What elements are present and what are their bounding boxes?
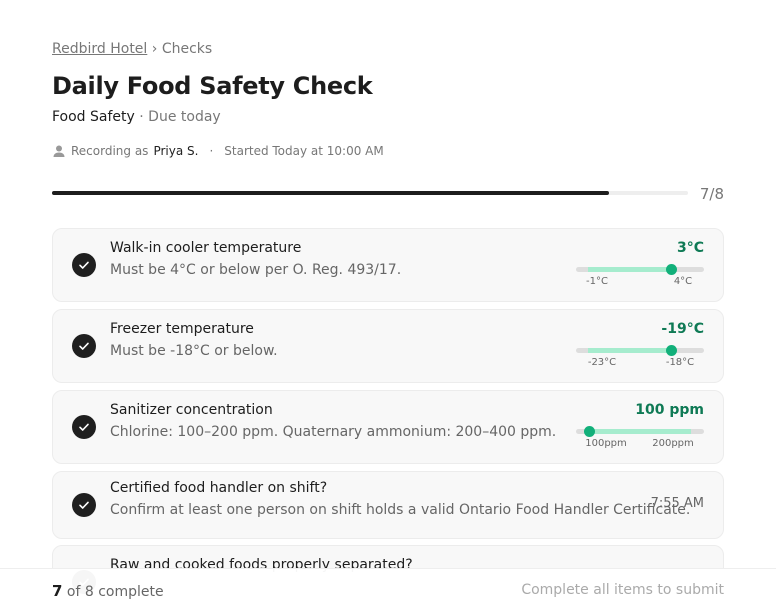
range-track [576, 426, 704, 437]
reading: 3°C [676, 240, 704, 256]
subtitle: Food Safety · Due today [52, 109, 221, 125]
range-min: -23°C [587, 357, 617, 368]
reading-marker [666, 264, 677, 275]
reading-marker [666, 345, 677, 356]
check-icon [72, 334, 96, 358]
checkmark [79, 423, 89, 431]
started: Started Today at 10:00 AM [224, 144, 384, 158]
check-icon [72, 253, 96, 277]
checkmark [79, 261, 89, 269]
footer: 7 of 8 complete Complete all items to su… [0, 568, 776, 612]
due: · Due today [139, 109, 221, 125]
checkmark [79, 342, 89, 350]
reading: 100 ppm [635, 402, 704, 418]
page-title: Daily Food Safety Check [52, 72, 373, 100]
person-icon [53, 145, 65, 157]
range-min: 100ppm [585, 438, 627, 449]
recording-prefix: Recording as [71, 144, 149, 158]
progress-track [52, 191, 688, 195]
item-description: Chlorine: 100–200 ppm. Quaternary ammoni… [110, 424, 557, 440]
acceptable-range [588, 267, 671, 272]
item-title: Walk-in cooler temperature [110, 240, 302, 256]
range-track [576, 345, 704, 356]
recorded-time: 7:55 AM [650, 496, 704, 511]
meta: Recording as Priya S. · Started Today at… [52, 144, 384, 158]
item-description: Must be 4°C or below per O. Reg. 493/17. [110, 262, 402, 278]
range-max: 4°C [673, 276, 693, 287]
recorder: Priya S. [153, 144, 199, 158]
count-text: of 8 complete [66, 584, 164, 600]
item-description: Confirm at least one person on shift hol… [110, 502, 691, 518]
acceptable-range [589, 429, 691, 434]
range-track [576, 264, 704, 275]
reading-marker [584, 426, 595, 437]
check-item[interactable]: Sanitizer concentration Chlorine: 100–200… [52, 390, 724, 464]
item-title: Sanitizer concentration [110, 402, 273, 418]
progress-bar [52, 191, 609, 195]
check-item[interactable]: Certified food handler on shift? Confirm … [52, 471, 724, 539]
category: Food Safety [52, 109, 135, 125]
submit-hint: Complete all items to submit [521, 582, 724, 598]
count: 7 [52, 582, 63, 600]
item-title: Freezer temperature [110, 321, 254, 337]
check-icon [72, 415, 96, 439]
progress-label: 7/8 [699, 185, 724, 203]
breadcrumb-current: Checks [161, 41, 213, 57]
checkmark [79, 501, 89, 509]
separator: · [209, 144, 214, 158]
footer-count: 7 of 8 complete [52, 582, 164, 600]
check-item[interactable]: Freezer temperature Must be -18°C or belo… [52, 309, 724, 383]
breadcrumb-link[interactable]: Redbird Hotel [52, 41, 148, 57]
range-max: 200ppm [652, 438, 694, 449]
breadcrumb-separator: › [151, 41, 158, 57]
item-description: Must be -18°C or below. [110, 343, 278, 359]
breadcrumb: Redbird Hotel › Checks [52, 41, 212, 57]
acceptable-range [588, 348, 671, 353]
range-max: -18°C [665, 357, 695, 368]
range-min: -1°C [586, 276, 608, 287]
reading: -19°C [661, 321, 704, 337]
check-item[interactable]: Walk-in cooler temperature Must be 4°C or… [52, 228, 724, 302]
item-title: Certified food handler on shift? [110, 480, 328, 496]
check-icon [72, 493, 96, 517]
